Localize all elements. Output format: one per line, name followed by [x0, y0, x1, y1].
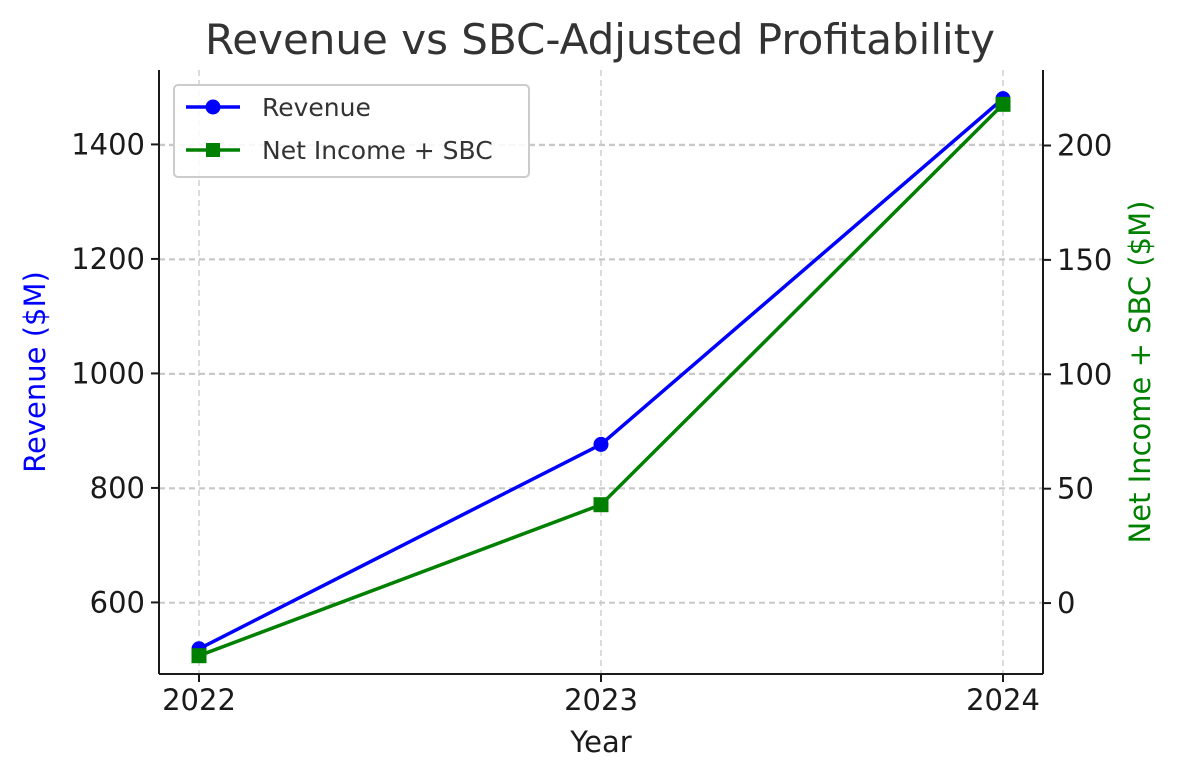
y2-axis-label: Net Income + SBC ($M) [1123, 201, 1157, 544]
y-tick-label-1200: 1200 [71, 242, 145, 276]
y2-tick-label-50: 50 [1057, 472, 1094, 506]
x-axis-ticks: 2022 2023 2024 [162, 674, 1040, 717]
legend: Revenue Net Income + SBC [173, 84, 530, 178]
y2-tick-label-0: 0 [1057, 586, 1075, 620]
point-net-income-sbc-2022 [191, 648, 207, 664]
legend-revenue-marker [205, 99, 221, 115]
x-tick-label-2022: 2022 [162, 683, 236, 717]
legend-net-income-sbc-marker [206, 143, 220, 157]
legend-net-income-sbc-label: Net Income + SBC [262, 136, 493, 165]
x-tick-label-2024: 2024 [966, 683, 1040, 717]
x-tick-label-2023: 2023 [564, 683, 638, 717]
y-tick-label-600: 600 [90, 585, 145, 619]
point-net-income-sbc-2023 [593, 497, 609, 513]
y-tick-label-800: 800 [90, 471, 145, 505]
series-net-income-sbc [191, 96, 1011, 664]
chart-title: Revenue vs SBC-Adjusted Profitability [205, 15, 995, 64]
series-layer [191, 91, 1011, 664]
y-axis-label: Revenue ($M) [18, 271, 52, 473]
point-net-income-sbc-2024 [995, 96, 1011, 112]
y2-axis-ticks: 0 50 100 150 200 [1043, 129, 1112, 620]
y-tick-label-1400: 1400 [71, 127, 145, 161]
legend-frame [173, 84, 530, 178]
y2-tick-label-150: 150 [1057, 243, 1112, 277]
x-axis-label: Year [569, 725, 631, 759]
legend-revenue-label: Revenue [262, 93, 371, 122]
y2-tick-label-200: 200 [1057, 129, 1112, 163]
y-axis-ticks: 600 800 1000 1200 1400 [71, 127, 159, 619]
point-revenue-2023 [593, 436, 609, 452]
y-tick-label-1000: 1000 [71, 356, 145, 390]
y2-gridlines [159, 144, 1043, 604]
y2-tick-label-100: 100 [1057, 357, 1112, 391]
